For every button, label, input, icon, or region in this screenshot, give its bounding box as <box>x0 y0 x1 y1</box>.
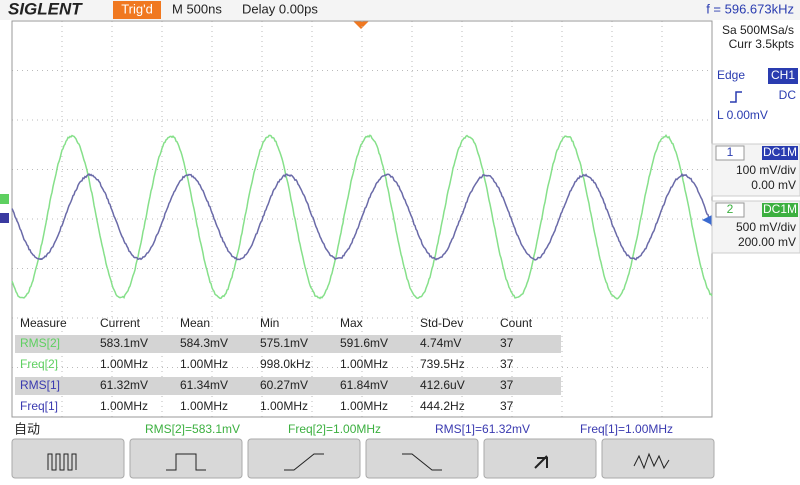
measure-value: 1.00MHz <box>100 357 148 371</box>
table-header: Measure <box>20 316 67 330</box>
memory-depth: Curr 3.5kpts <box>729 37 794 51</box>
positive-width-button[interactable] <box>130 439 242 478</box>
measure-value: 1.00MHz <box>260 399 308 413</box>
measure-value: 412.6uV <box>420 378 465 392</box>
table-header: Min <box>260 316 279 330</box>
frequency: f = 596.673kHz <box>706 1 794 16</box>
status-measure: RMS[2]=583.1mV <box>145 422 240 436</box>
measure-value: 739.5Hz <box>420 357 465 371</box>
measure-value: 61.32mV <box>100 378 148 392</box>
channel-coupling: DC1M <box>763 202 797 216</box>
table-header: Max <box>340 316 363 330</box>
measure-name: Freq[1] <box>20 399 58 413</box>
table-header: Mean <box>180 316 210 330</box>
measure-value: 998.0kHz <box>260 357 311 371</box>
rise-time-button[interactable] <box>248 439 360 478</box>
measure-value: 1.00MHz <box>180 399 228 413</box>
status-measure: Freq[2]=1.00MHz <box>288 422 381 436</box>
measure-name: Freq[2] <box>20 357 58 371</box>
channel-coupling: DC1M <box>763 145 797 159</box>
measure-value: 583.1mV <box>100 336 148 350</box>
acquire-mode: 自动 <box>14 421 40 436</box>
trigger-coupling: DC <box>779 88 797 102</box>
channel-offset: 200.00 mV <box>738 235 796 249</box>
measure-value: 61.34mV <box>180 378 228 392</box>
measure-value: 61.84mV <box>340 378 388 392</box>
measure-value: 37 <box>500 378 514 392</box>
trigger-level: L 0.00mV <box>717 108 768 122</box>
measure-value: 1.00MHz <box>100 399 148 413</box>
channel-scale: 500 mV/div <box>736 220 796 234</box>
channel-number: 1 <box>727 145 734 159</box>
sample-rate: Sa 500MSa/s <box>722 23 794 37</box>
status-measure: RMS[1]=61.32mV <box>435 422 530 436</box>
trigger-type: Edge <box>717 68 745 82</box>
ch2-marker <box>0 194 9 204</box>
measure-value: 1.00MHz <box>180 357 228 371</box>
table-header: Current <box>100 316 141 330</box>
measure-value: 1.00MHz <box>340 357 388 371</box>
measure-value: 60.27mV <box>260 378 308 392</box>
ch1-marker <box>0 213 9 223</box>
measure-value: 37 <box>500 357 514 371</box>
measure-name: RMS[1] <box>20 378 60 392</box>
trigger-state: Trig'd <box>121 1 153 16</box>
measure-value: 4.74mV <box>420 336 461 350</box>
fall-time-button[interactable] <box>366 439 478 478</box>
measure-value: 37 <box>500 399 514 413</box>
measure-value: 444.2Hz <box>420 399 465 413</box>
measure-value: 575.1mV <box>260 336 308 350</box>
table-header: Std-Dev <box>420 316 463 330</box>
timebase: M 500ns <box>172 1 222 16</box>
measure-name: RMS[2] <box>20 336 60 350</box>
delay: Delay 0.00ps <box>242 1 318 16</box>
status-measure: Freq[1]=1.00MHz <box>580 422 673 436</box>
measure-value: 591.6mV <box>340 336 388 350</box>
channel-number: 2 <box>727 202 734 216</box>
table-header: Count <box>500 316 533 330</box>
measure-value: 37 <box>500 336 514 350</box>
trigger-source: CH1 <box>771 68 795 82</box>
channel-offset: 0.00 mV <box>751 178 796 192</box>
measure-value: 1.00MHz <box>340 399 388 413</box>
measure-value: 584.3mV <box>180 336 228 350</box>
brand: SIGLENT <box>8 0 83 18</box>
channel-scale: 100 mV/div <box>736 163 796 177</box>
